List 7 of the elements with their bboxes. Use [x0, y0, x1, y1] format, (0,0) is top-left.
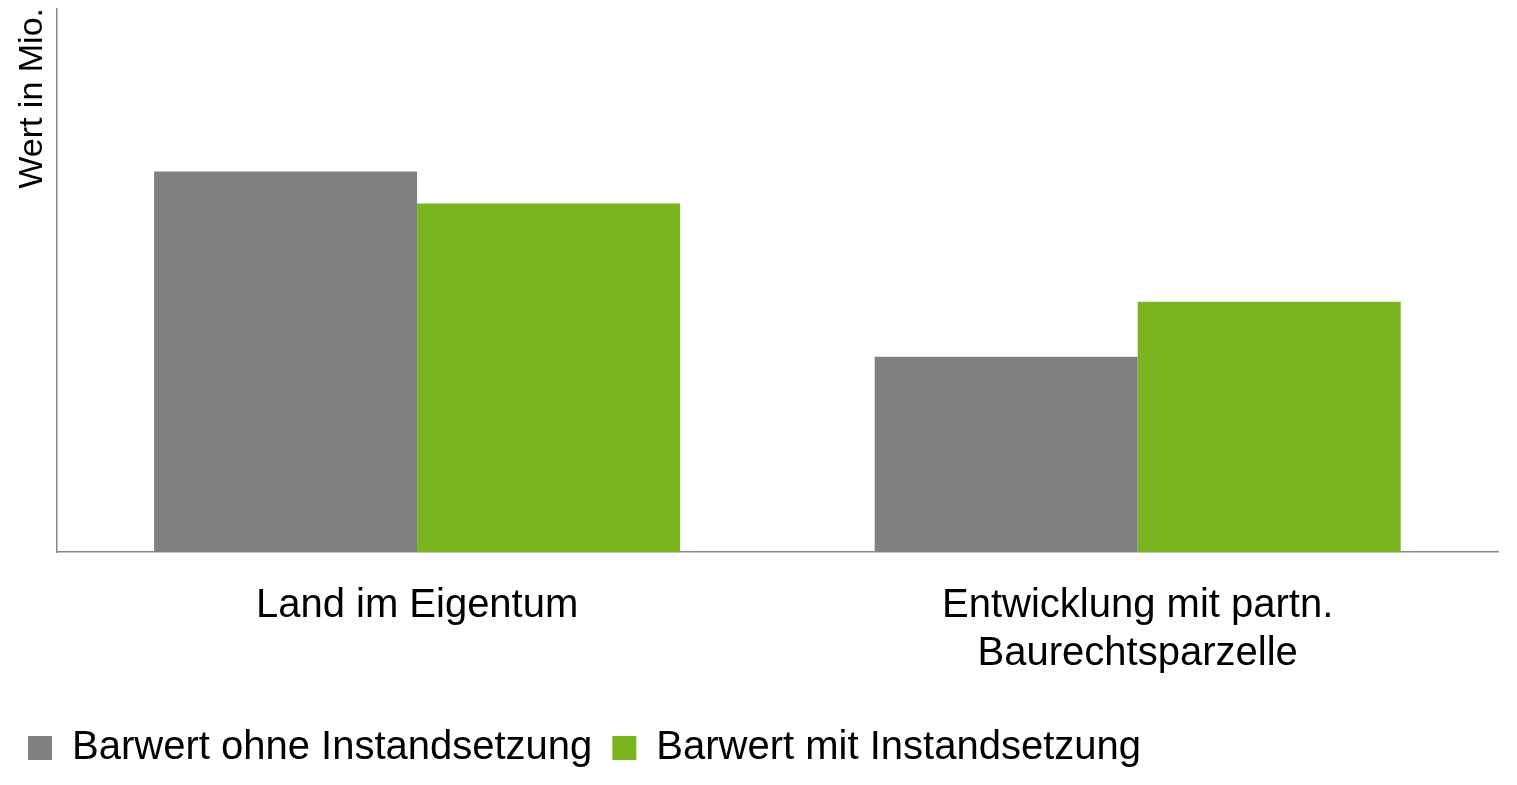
x-tick-label: Entwicklung mit partn. Baurechtsparzelle: [942, 581, 1334, 674]
legend-label: Barwert ohne Instandsetzung: [72, 723, 593, 768]
bar: [417, 203, 681, 552]
y-axis-title: Wert in Mio.: [10, 8, 49, 189]
x-tick-label: Land im Eigentum: [255, 581, 579, 626]
bar: [1137, 301, 1401, 552]
legend-label: Barwert mit Instandsetzung: [656, 723, 1141, 768]
